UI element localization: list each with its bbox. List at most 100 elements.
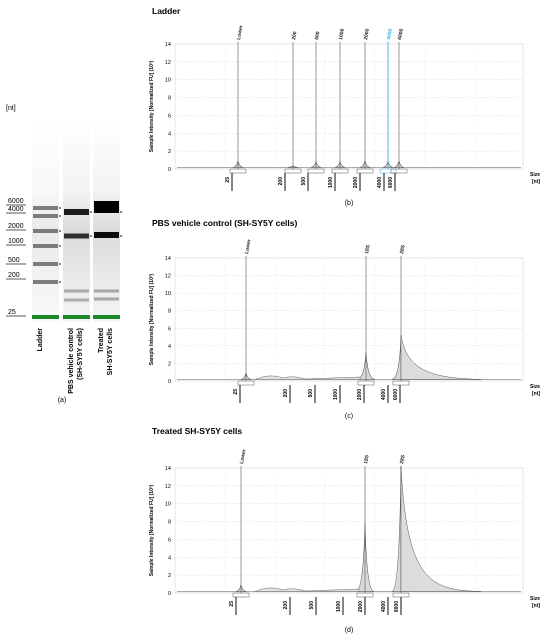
gel-lane-label: Ladder xyxy=(37,328,44,352)
gel-ladder-band xyxy=(33,280,58,284)
y-tick-label: 10 xyxy=(165,78,171,84)
peak-integration-box xyxy=(356,168,374,174)
gel-lane-label: PBS vehicle control xyxy=(68,328,75,394)
size-tick-label: 4000 xyxy=(377,177,383,188)
y-axis-label: Sample Intensity [Normalized FU] (10³) xyxy=(149,484,155,576)
chart-title: Ladder xyxy=(152,6,181,16)
y-tick-label: 8 xyxy=(168,520,171,526)
size-tick-label: 500 xyxy=(309,601,315,610)
peak-integration-box xyxy=(392,380,410,386)
gel-band-marker-dot xyxy=(59,207,61,209)
gel-sample-band xyxy=(64,209,89,215)
size-tick-label: 500 xyxy=(301,177,307,186)
gel-ladder-band xyxy=(33,262,58,266)
gel-marker-band xyxy=(63,315,90,319)
y-tick-label: 4 xyxy=(168,555,171,561)
peak-label: 1000 xyxy=(338,28,346,40)
small-rna-hump xyxy=(254,587,360,592)
gel-lane xyxy=(93,118,120,322)
peak-label: Lower xyxy=(239,449,247,465)
gel-band-marker-dot xyxy=(90,211,92,213)
gel-sample-band xyxy=(94,289,119,293)
gel-lane-label: (SH-SY5Y cells) xyxy=(77,328,84,380)
gel-lane-label: SH-SY5Y cells xyxy=(107,328,114,375)
peak-label: 18S xyxy=(364,244,372,254)
gel-caption: (a) xyxy=(58,397,67,404)
plot-area xyxy=(174,43,524,170)
gel-size-mark-label: 6000 xyxy=(8,198,24,205)
gel-sample-band xyxy=(94,232,119,238)
gel-band-marker-dot xyxy=(59,281,61,283)
y-tick-label: 8 xyxy=(168,309,171,315)
x-axis-unit: [nt] xyxy=(532,391,540,397)
gel-ladder-band xyxy=(33,229,58,233)
panel-caption: (c) xyxy=(345,413,353,420)
small-rna-hump xyxy=(254,375,361,380)
peak-label: 6000 xyxy=(397,28,405,40)
y-tick-label: 6 xyxy=(168,537,171,543)
electropherogram-c: PBS vehicle control (SH-SY5Y cells) 0 2 4 6 8… xyxy=(149,218,540,420)
peak-integration-box xyxy=(307,168,325,174)
gel-band-marker-dot xyxy=(59,230,61,232)
y-tick-label: 0 xyxy=(168,591,171,597)
size-tick-label: 500 xyxy=(308,389,314,398)
gel-unit-label: [nt] xyxy=(6,105,16,112)
y-axis-label: Sample Intensity [Normalized FU] (10³) xyxy=(149,60,155,152)
gel-sample-band xyxy=(94,297,119,301)
gel-band-marker-dot xyxy=(90,235,92,237)
peak-integration-box xyxy=(356,592,374,598)
size-tick-label: 2000 xyxy=(357,389,363,400)
peak-integration-box xyxy=(357,380,375,386)
gel-ladder-band xyxy=(33,206,58,210)
gel-marker-band xyxy=(32,315,59,319)
peak-label: 28S xyxy=(399,244,407,254)
gel-band-marker-dot xyxy=(120,235,122,237)
size-tick-label: 1000 xyxy=(333,389,339,400)
size-tick-label: 6000 xyxy=(388,177,394,188)
y-tick-label: 0 xyxy=(168,167,171,173)
gel-ladder-band xyxy=(33,214,58,218)
y-tick-label: 6 xyxy=(168,326,171,332)
panel-caption: (d) xyxy=(345,627,354,634)
gel-band-marker-dot xyxy=(59,215,61,217)
size-tick-label: 6000 xyxy=(393,389,399,400)
peak-label: 28S xyxy=(399,454,407,464)
size-tick-label: 25 xyxy=(233,389,239,395)
gel-sample-band xyxy=(64,289,89,293)
y-tick-label: 14 xyxy=(165,256,171,262)
peak-label: 200 xyxy=(291,31,298,40)
size-tick-label: 4000 xyxy=(381,389,387,400)
peak-integration-box xyxy=(392,592,410,598)
size-tick-label: 1000 xyxy=(336,601,342,612)
plot-area xyxy=(174,467,524,594)
y-tick-label: 10 xyxy=(165,291,171,297)
peak-label: Lower xyxy=(244,239,252,255)
gel-sample-band xyxy=(64,233,89,239)
y-tick-label: 12 xyxy=(165,484,171,490)
plot-area xyxy=(174,257,524,382)
gel-band-marker-dot xyxy=(59,263,61,265)
gel-band-marker-dot xyxy=(120,211,122,213)
y-tick-label: 2 xyxy=(168,573,171,579)
peak-label: 4000 xyxy=(386,28,394,40)
chart-title: PBS vehicle control (SH-SY5Y cells) xyxy=(152,218,298,228)
size-tick-label: 1000 xyxy=(328,177,334,188)
gel-sample-band xyxy=(94,201,119,213)
y-tick-label: 2 xyxy=(168,149,171,155)
peak-tail xyxy=(400,466,482,592)
peak-integration-box xyxy=(331,168,349,174)
size-tick-label: 200 xyxy=(283,389,289,398)
x-axis-unit: [nt] xyxy=(532,179,540,185)
y-tick-label: 12 xyxy=(165,274,171,280)
gel-lane xyxy=(32,118,59,322)
gel-sample-band xyxy=(64,298,89,302)
size-tick-label: 6000 xyxy=(394,601,400,612)
x-axis-unit: [nt] xyxy=(532,603,540,609)
peak-label: 500 xyxy=(314,31,321,40)
peak-integration-box xyxy=(390,168,408,174)
electropherogram-panels: Ladder 0 2 4 6 8 10 12 14 Sample Intensity [Norma… xyxy=(149,6,540,634)
peak-tail xyxy=(400,335,482,380)
y-tick-label: 12 xyxy=(165,60,171,66)
y-tick-label: 2 xyxy=(168,361,171,367)
